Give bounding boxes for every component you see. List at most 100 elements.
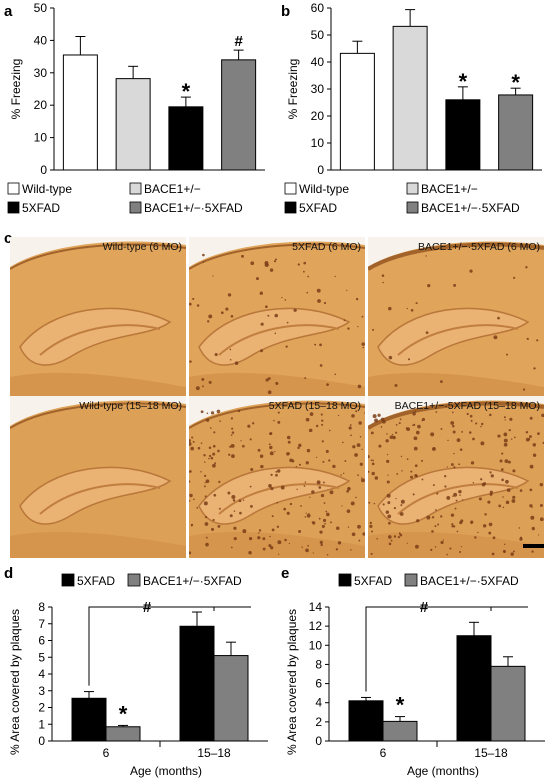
plaque-dot <box>431 530 434 533</box>
plaque-dot <box>271 528 275 532</box>
lower-tissue <box>189 531 365 558</box>
y-axis-label: % Area covered by plaques <box>8 609 22 755</box>
plaque-dot <box>452 495 454 497</box>
plaque-dot <box>230 314 234 318</box>
lower-tissue <box>10 531 186 558</box>
legend-swatch <box>338 573 352 587</box>
plaque-dot <box>208 454 212 458</box>
plaque-dot <box>385 510 390 514</box>
plaque-dot <box>470 461 475 465</box>
plaque-dot <box>392 435 396 440</box>
y-tick-label: 4 <box>315 696 322 710</box>
plaque-dot <box>212 518 215 522</box>
plaque-dot <box>372 459 374 462</box>
plaque-dot <box>518 527 521 529</box>
plaque-dot <box>372 328 375 331</box>
plaque-dot <box>189 551 192 555</box>
plaque-dot <box>390 539 393 542</box>
plaque-dot <box>459 550 462 553</box>
plaque-dot <box>257 536 261 540</box>
y-tick-label: 2 <box>315 715 322 729</box>
dentate-gyrus <box>397 324 519 356</box>
plaque-dot <box>341 505 343 507</box>
plaque-dot <box>309 412 314 416</box>
plaque-dot <box>361 478 365 483</box>
plaque-dot <box>305 548 309 553</box>
plaque-dot <box>312 552 314 554</box>
plaque-dot <box>475 422 478 425</box>
plaque-dot <box>435 509 437 511</box>
panel-d-chart: d 5XFAD BACE1+/−·5XFAD 0 1 2 3 4 5 6 7 8 % Area cov… <box>4 565 268 778</box>
plaque-dot <box>430 548 433 551</box>
micrograph: 5XFAD (6 MO) <box>189 237 365 399</box>
plaque-dot <box>470 419 473 422</box>
significance-star: * <box>182 79 191 104</box>
y-tick-label: 0 <box>315 734 322 748</box>
plaque-dot <box>285 345 288 348</box>
plaque-dot <box>532 453 537 457</box>
plaque-dot <box>208 457 210 460</box>
plaque-dot <box>469 414 473 418</box>
plaque-dot <box>541 413 544 418</box>
plaque-dot <box>376 537 378 540</box>
bar <box>168 106 204 171</box>
y-tick-label: 50 <box>34 1 48 15</box>
plaque-dot <box>371 530 374 533</box>
plaque-dot <box>218 507 221 510</box>
plaque-dot <box>386 453 389 456</box>
brain-section-image <box>10 241 186 399</box>
plaque-dot <box>461 431 463 433</box>
y-tick-label: 12 <box>309 619 323 633</box>
plaque-dot <box>387 474 389 476</box>
plaque-dot <box>203 454 206 457</box>
panel-c-micrographs: c Wild-type (6 MO) 5XFAD (6 MO) BACE1+/−·5… <box>0 228 554 558</box>
plaque-dot <box>502 506 505 509</box>
plaque-dot <box>207 320 210 323</box>
legend-swatch <box>284 182 297 195</box>
legend-label: BACE1+/− <box>421 182 478 196</box>
plaque-dot <box>239 511 242 515</box>
plaque-dot <box>510 438 513 440</box>
plaque-dot <box>358 421 362 425</box>
plaque-dot <box>351 532 356 537</box>
plaque-dot <box>242 499 245 501</box>
bar <box>105 726 141 742</box>
plaque-dot <box>204 461 206 463</box>
y-tick-label: 7 <box>38 617 45 631</box>
plaque-dot <box>501 478 504 482</box>
y-tick-label: 8 <box>38 600 45 614</box>
plaque-dot <box>498 504 502 508</box>
plaque-dot <box>340 474 342 476</box>
x-axis-label: Age (months) <box>407 764 479 778</box>
legend-label: BACE1+/−·5XFAD <box>420 574 519 588</box>
plaque-dot <box>395 424 398 426</box>
plaque-dot <box>315 456 318 459</box>
plaque-dot <box>502 496 504 498</box>
plaque-dot <box>528 435 532 439</box>
plaque-dot <box>529 464 534 469</box>
plaque-dot <box>491 552 495 556</box>
plaque-dot <box>220 311 224 315</box>
plaque-dot <box>509 417 513 421</box>
plaque-dot <box>453 466 456 469</box>
plaque-dot <box>519 537 523 541</box>
plaque-dot <box>248 550 252 555</box>
scale-bar <box>523 544 544 548</box>
plaque-dot <box>511 499 516 503</box>
plaque-dot <box>412 493 415 496</box>
plaque-dot <box>346 490 349 493</box>
plaque-dot <box>503 543 506 546</box>
plaque-dot <box>296 488 298 491</box>
plaque-dot <box>440 540 444 545</box>
plaque-dot <box>400 455 403 458</box>
plaque-dot <box>374 418 379 423</box>
plaque-dot <box>507 460 511 464</box>
plaque-dot <box>269 268 274 272</box>
bar <box>339 52 375 171</box>
panel-b-chart: b 0 10 20 30 40 50 60 % Freezing * * Wild-type BACE… <box>281 1 542 215</box>
plaque-dot <box>325 449 329 453</box>
plaque-dot <box>326 383 329 387</box>
plaque-dot <box>274 450 276 453</box>
plaque-dot <box>264 260 269 265</box>
plaque-dot <box>489 492 493 496</box>
